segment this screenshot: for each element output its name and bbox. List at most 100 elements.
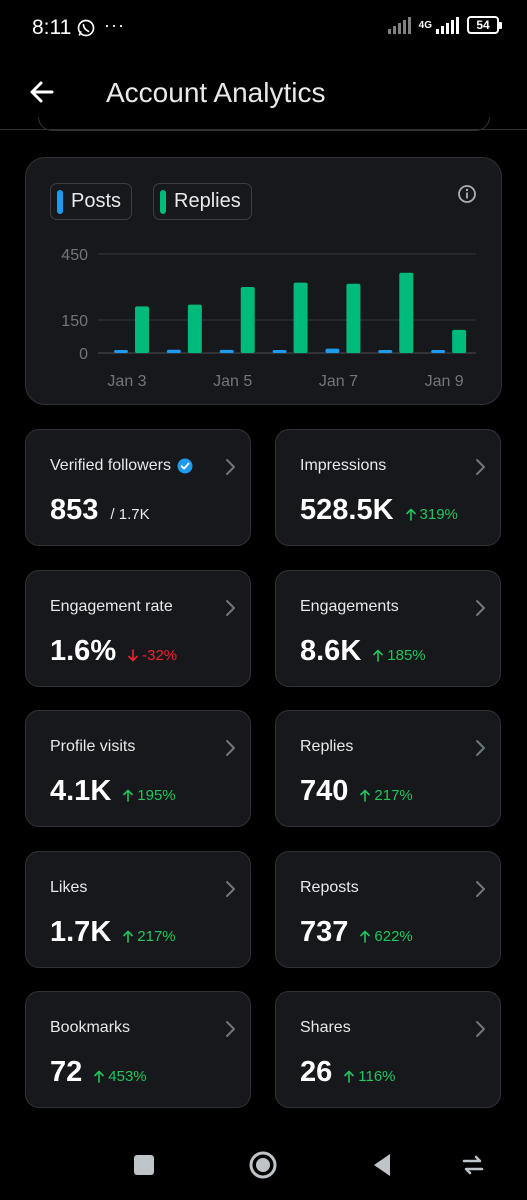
metric-label-text: Impressions — [300, 457, 387, 474]
metric-change: 319% — [405, 506, 458, 523]
metric-card-impressions[interactable]: Impressions 528.5K 319% — [275, 429, 501, 546]
metric-change: -32% — [128, 647, 177, 664]
legend-replies-swatch — [160, 189, 166, 214]
legend-posts-label: Posts — [71, 190, 122, 212]
metric-change-text: 217% — [137, 928, 176, 945]
network-type: 4G — [418, 19, 432, 31]
metric-value: 1.7K — [50, 916, 112, 948]
y-tick-label: 450 — [61, 247, 88, 264]
metric-value: 8.6K — [300, 635, 362, 667]
home-icon[interactable] — [248, 1150, 278, 1180]
status-more-dots: ··· — [104, 15, 125, 35]
metric-value-row: 8.6K 185% — [300, 635, 426, 668]
app-header: Account Analytics — [0, 60, 527, 130]
arrow-up-icon — [360, 930, 371, 943]
metric-value: 740 — [300, 775, 349, 807]
bar-replies-jan-7[interactable] — [346, 283, 361, 353]
metric-value-row: 740 217% — [300, 775, 413, 808]
bar-posts-jan-6[interactable] — [272, 350, 287, 353]
metric-card-reposts[interactable]: Reposts 737 622% — [275, 851, 501, 968]
info-icon[interactable] — [457, 184, 477, 204]
metric-change: 217% — [123, 928, 176, 945]
metric-label: Verified followers — [50, 457, 193, 475]
metric-change: 217% — [360, 787, 413, 804]
back-triangle-icon[interactable] — [368, 1150, 398, 1180]
chevron-right-icon — [476, 600, 485, 616]
x-tick-label: Jan 7 — [319, 373, 358, 390]
arrow-up-icon — [94, 1070, 105, 1083]
metric-value-row: 4.1K 195% — [50, 775, 176, 808]
metric-label-text: Profile visits — [50, 738, 136, 755]
metric-card-verified-followers[interactable]: Verified followers 853 / 1.7K — [25, 429, 251, 546]
bar-chart: 450 150 0 Jan 3 Jan 5 Jan 7 Jan 9 — [61, 247, 476, 390]
rotate-icon[interactable] — [458, 1150, 488, 1180]
metric-card-replies[interactable]: Replies 740 217% — [275, 710, 501, 827]
legend-replies-chip[interactable]: Replies — [153, 183, 252, 220]
y-tick-label: 150 — [61, 313, 88, 330]
metric-card-profile-visits[interactable]: Profile visits 4.1K 195% — [25, 710, 251, 827]
metric-change: 116% — [344, 1068, 396, 1085]
bar-replies-jan-4[interactable] — [187, 304, 202, 353]
legend-posts-swatch — [57, 189, 63, 214]
metric-value-row: 72 453% — [50, 1056, 147, 1089]
bar-posts-jan-5[interactable] — [219, 349, 234, 353]
arrow-up-icon — [123, 930, 134, 943]
recents-icon[interactable] — [129, 1150, 159, 1180]
metric-card-engagement-rate[interactable]: Engagement rate 1.6% -32% — [25, 570, 251, 687]
metric-value: 853 — [50, 494, 99, 526]
bar-posts-jan-9[interactable] — [431, 350, 446, 353]
chevron-right-icon — [226, 600, 235, 616]
metric-label: Profile visits — [50, 738, 135, 756]
metric-label-text: Shares — [300, 1019, 351, 1036]
battery-level: 54 — [476, 18, 490, 32]
metric-label: Reposts — [300, 879, 359, 897]
metric-card-likes[interactable]: Likes 1.7K 217% — [25, 851, 251, 968]
metric-value: 1.6% — [50, 635, 117, 667]
metric-change: 185% — [373, 647, 426, 664]
metric-card-shares[interactable]: Shares 26 116% — [275, 991, 501, 1108]
bar-replies-jan-5[interactable] — [240, 287, 255, 353]
metric-label: Engagement rate — [50, 598, 173, 616]
bar-replies-jan-9[interactable] — [452, 329, 467, 353]
chevron-right-icon — [476, 881, 485, 897]
metric-change: 453% — [94, 1068, 147, 1085]
metric-label: Impressions — [300, 457, 386, 475]
metric-value-row: 1.6% -32% — [50, 635, 177, 668]
metric-value: 26 — [300, 1056, 333, 1088]
page-title: Account Analytics — [106, 77, 326, 108]
metric-label: Engagements — [300, 598, 399, 616]
arrow-up-icon — [344, 1070, 355, 1083]
metric-value-row: 737 622% — [300, 916, 413, 949]
bar-posts-jan-4[interactable] — [166, 349, 181, 353]
legend-replies-label: Replies — [174, 190, 241, 212]
bar-posts-jan-3[interactable] — [114, 350, 128, 353]
bar-posts-jan-8[interactable] — [378, 350, 393, 353]
chevron-right-icon — [476, 740, 485, 756]
metric-label-text: Replies — [300, 738, 354, 755]
metric-change: 622% — [360, 928, 413, 945]
signal-strong-icon — [436, 16, 459, 34]
metric-label: Bookmarks — [50, 1019, 130, 1037]
bar-posts-jan-7[interactable] — [325, 348, 340, 353]
legend-posts-chip[interactable]: Posts — [50, 183, 133, 220]
bar-replies-jan-3[interactable] — [135, 306, 149, 353]
previous-card-edge — [38, 117, 490, 131]
metric-value-row: 528.5K 319% — [300, 494, 458, 527]
metric-card-engagements[interactable]: Engagements 8.6K 185% — [275, 570, 501, 687]
metric-value: 737 — [300, 916, 349, 948]
metric-label: Shares — [300, 1019, 351, 1037]
arrow-up-icon — [373, 649, 384, 662]
metric-change-text: 217% — [374, 787, 413, 804]
metric-value: 72 — [50, 1056, 83, 1088]
bar-replies-jan-8[interactable] — [399, 272, 414, 353]
verified-badge-icon — [177, 458, 193, 474]
metric-card-bookmarks[interactable]: Bookmarks 72 453% — [25, 991, 251, 1108]
metric-value-row: 26 116% — [300, 1056, 396, 1089]
bar-replies-jan-6[interactable] — [293, 282, 308, 353]
metric-label: Replies — [300, 738, 353, 756]
back-arrow-icon[interactable] — [26, 76, 58, 108]
arrow-up-icon — [360, 789, 371, 802]
chevron-right-icon — [226, 459, 235, 475]
metric-label-text: Reposts — [300, 879, 359, 896]
metric-value-row: 1.7K 217% — [50, 916, 176, 949]
